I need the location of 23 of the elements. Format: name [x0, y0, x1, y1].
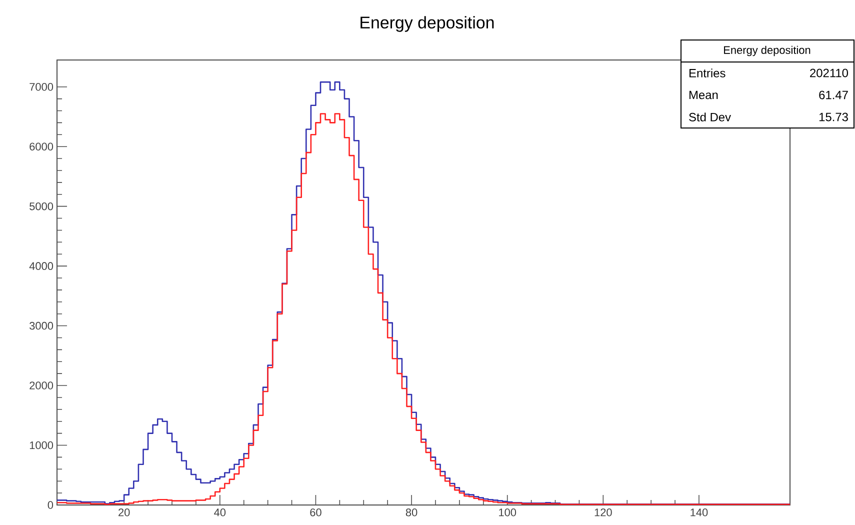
- y-tick-label: 2000: [30, 382, 54, 390]
- x-tick-label: 140: [690, 508, 708, 516]
- y-tick-label: 3000: [30, 322, 54, 330]
- y-tick-label: 6000: [30, 142, 54, 150]
- x-tick-label: 100: [499, 508, 516, 516]
- x-tick-label: 60: [310, 508, 322, 516]
- text: Energy deposition: [724, 46, 810, 56]
- text: 61.47: [819, 90, 848, 100]
- x-tick-label: 20: [118, 508, 130, 516]
- annotation: Std Dev: [689, 112, 731, 122]
- x-tick-label: 40: [214, 508, 226, 516]
- x-tick-label: 120: [594, 508, 612, 516]
- annotation: Mean: [690, 90, 718, 100]
- annotation: Entries: [690, 68, 726, 78]
- x-tick-label: 80: [406, 508, 418, 516]
- y-tick-label: 0: [48, 501, 54, 509]
- text: 15.73: [819, 112, 848, 122]
- y-tick-label: 5000: [30, 202, 54, 210]
- text: 202110: [810, 68, 848, 78]
- y-tick-label: 7000: [30, 82, 54, 91]
- chart-title: Energy deposition: [360, 16, 494, 32]
- y-tick-label: 1000: [30, 441, 54, 450]
- y-tick-label: 4000: [29, 262, 54, 270]
